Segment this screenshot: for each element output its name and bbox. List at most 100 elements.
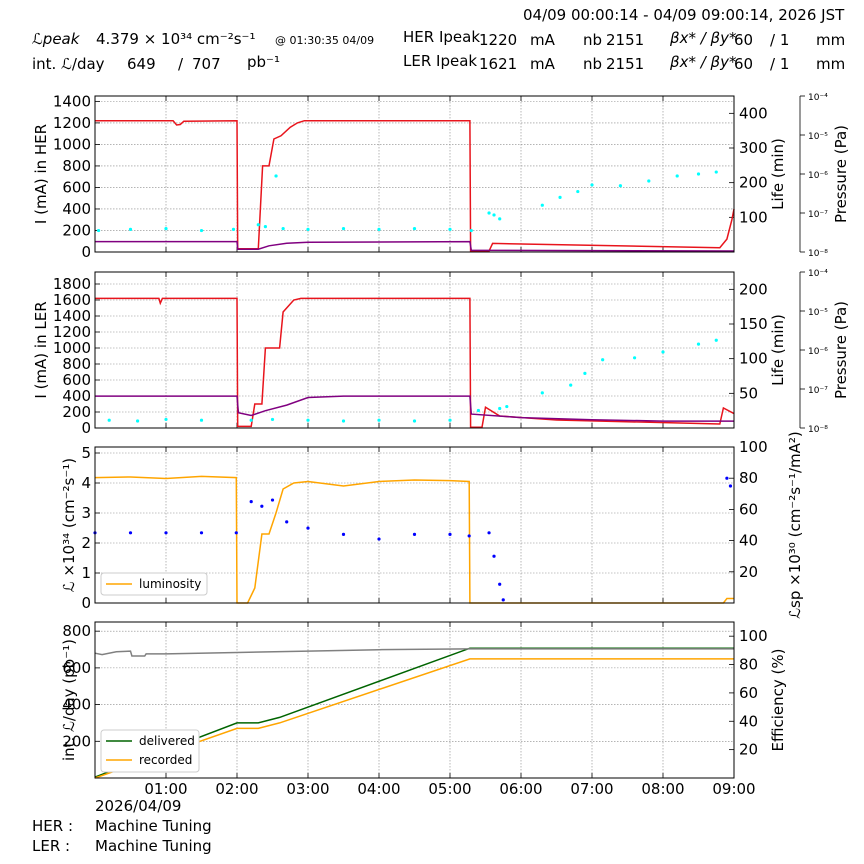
pressure-point — [540, 391, 544, 395]
specific-point — [728, 484, 733, 488]
y-tick-label: 600 — [62, 178, 91, 196]
y2-axis-label: ℒsp ×10³⁰ (cm⁻²s⁻¹/mA²) — [786, 431, 804, 619]
y2-tick-label: 100 — [739, 438, 768, 456]
ler-status: Machine Tuning — [95, 837, 212, 855]
specific-point — [128, 531, 133, 535]
pressure-point — [306, 227, 310, 231]
pressure-tick-label: 10⁻⁶ — [808, 347, 828, 357]
pressure-tick-label: 10⁻⁶ — [808, 171, 828, 181]
chart-panel-lumi — [93, 446, 735, 604]
plot-frame — [94, 621, 735, 779]
x-tick-label: 04:00 — [357, 780, 400, 798]
x-tick-label: 06:00 — [499, 780, 542, 798]
pressure-point — [231, 227, 236, 231]
pressure-point — [270, 417, 275, 422]
pressure-point — [601, 358, 605, 362]
ler-current-label: LER Ipeak — [403, 52, 478, 70]
y-tick-label: 0 — [81, 243, 91, 261]
plot-frame — [94, 446, 735, 604]
luminosity-line — [94, 475, 734, 604]
pressure-point — [107, 418, 111, 422]
recorded-line — [94, 658, 734, 779]
x-tick-label: 07:00 — [570, 780, 613, 798]
pressure-tick-label: 10⁻⁸ — [808, 425, 828, 435]
y2-tick-label: 20 — [739, 741, 758, 759]
ler-nb-label: nb — [583, 55, 603, 73]
y-tick-label: 2 — [81, 534, 91, 552]
y2-tick-label: 60 — [739, 500, 758, 518]
y-tick-label: 200 — [62, 221, 91, 239]
y-tick-label: 1800 — [53, 275, 91, 293]
her-current-unit: mA — [530, 31, 555, 49]
x-tick-label: 01:00 — [144, 780, 187, 798]
chart-panel-her — [94, 95, 805, 253]
pressure-point — [498, 406, 502, 411]
y2-axis-label: Life (min) — [769, 314, 787, 386]
pressure-point — [505, 404, 509, 409]
pressure-point — [96, 228, 101, 233]
pressure-axis-label: Pressure (Pa) — [832, 301, 850, 399]
y-axis-label: I (mA) in LER — [32, 301, 50, 398]
pressure-point — [412, 227, 417, 231]
pressure-point — [476, 408, 480, 413]
her-beta-y: / 1 — [770, 31, 790, 49]
y-tick-label: 800 — [62, 622, 91, 640]
pressure-tick-label: 10⁻⁸ — [808, 249, 828, 259]
legend-box — [100, 572, 208, 596]
pressure-tick-label: 10⁻⁴ — [808, 93, 828, 103]
specific-point — [234, 531, 238, 535]
y-tick-label: 0 — [81, 594, 91, 612]
ler-beta-unit: mm — [816, 55, 846, 73]
y-tick-label: 4 — [81, 474, 91, 492]
l-peak-label: ℒpeak — [32, 30, 80, 48]
y-tick-label: 1000 — [53, 135, 91, 153]
x-tick-label: 03:00 — [286, 780, 329, 798]
y-tick-label: 5 — [81, 444, 91, 462]
int-l-recorded: 649 — [127, 55, 156, 73]
her-beta-label: βx* / βy* — [670, 29, 737, 47]
y2-axis-label: Life (min) — [769, 138, 787, 210]
pressure-point — [377, 418, 381, 422]
pressure-point — [633, 356, 637, 360]
current-line — [95, 119, 735, 252]
pressure-point — [696, 172, 701, 176]
x-tick-label: 09:00 — [712, 780, 755, 798]
pressure-point — [569, 383, 573, 387]
her-status: Machine Tuning — [95, 817, 212, 835]
legend-label: luminosity — [139, 577, 201, 591]
y-tick-label: 400 — [62, 696, 91, 714]
specific-point — [448, 532, 452, 536]
y2-tick-label: 20 — [739, 563, 758, 581]
y-tick-label: 800 — [62, 355, 91, 373]
her-current-label: HER Ipeak — [403, 28, 480, 46]
life-line — [95, 240, 735, 252]
y-tick-label: 600 — [62, 371, 91, 389]
efficiency-line — [94, 648, 734, 657]
l-peak-time: @ 01:30:35 04/09 — [275, 34, 375, 47]
ler-beta-x: 60 — [734, 55, 754, 73]
footer-date: 2026/04/09 — [95, 797, 182, 815]
pressure-point — [448, 418, 452, 422]
y2-tick-label: 100 — [739, 350, 768, 368]
y2-axis-label: Efficiency (%) — [769, 649, 787, 752]
pressure-point — [487, 211, 491, 215]
pressure-point — [164, 227, 168, 231]
specific-point — [498, 582, 502, 586]
pressure-point — [576, 189, 580, 194]
pressure-point — [306, 418, 310, 422]
y-tick-label: 1200 — [53, 323, 91, 341]
specific-point — [377, 537, 381, 541]
pressure-point — [714, 338, 718, 342]
l-peak-value: 4.379 × 10³⁴ cm⁻²s⁻¹ — [96, 30, 256, 48]
ler-status-label: LER : — [32, 837, 71, 855]
y2-tick-label: 80 — [739, 656, 758, 674]
specific-point — [487, 531, 491, 535]
pressure-point — [263, 225, 267, 229]
y2-tick-label: 100 — [739, 208, 768, 226]
life-line — [95, 395, 734, 422]
y2-tick-label: 80 — [739, 469, 758, 487]
pressure-point — [249, 418, 253, 422]
her-nb-value: 2151 — [606, 31, 645, 49]
pressure-point — [274, 174, 278, 178]
